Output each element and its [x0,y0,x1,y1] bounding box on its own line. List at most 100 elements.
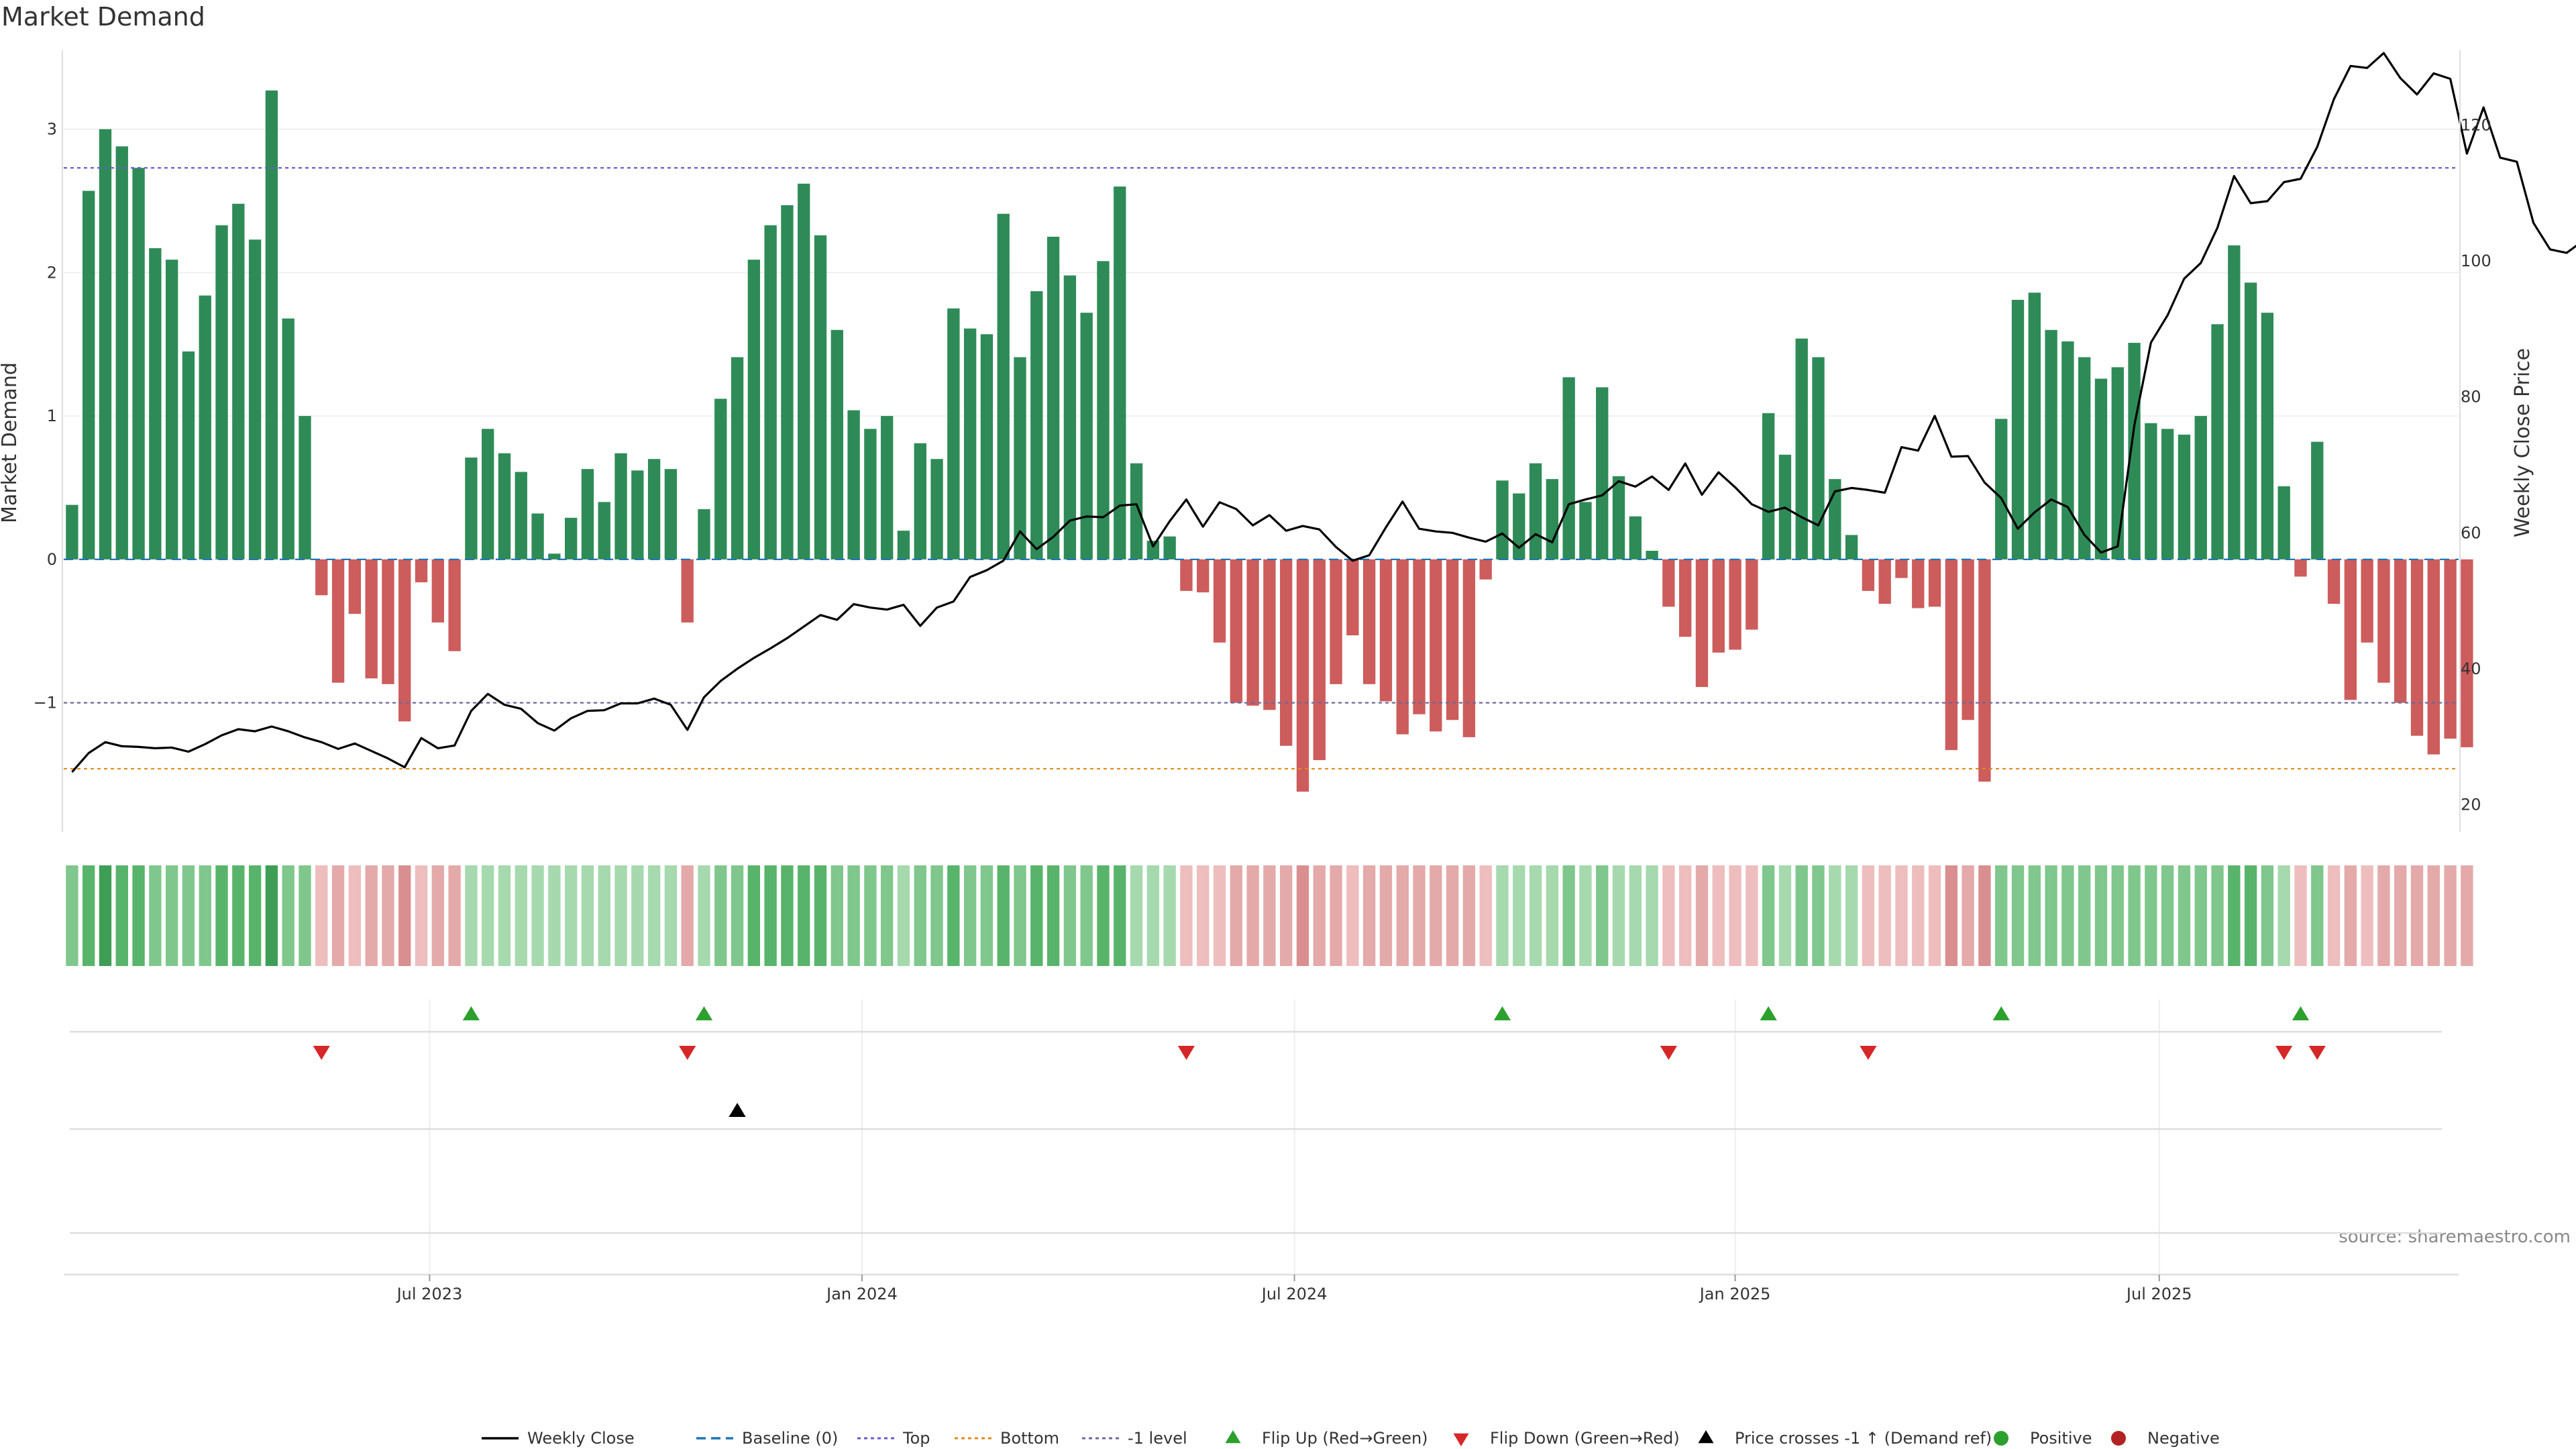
demand-bar-positive [265,90,278,559]
demand-bar-positive [930,459,943,559]
flip-down-marker [679,1046,696,1060]
heat-cell [2011,865,2025,966]
heat-cell [531,865,544,966]
demand-bar-negative [2444,559,2457,739]
heat-cell [1546,865,1559,966]
heat-cell [881,865,894,966]
demand-bar-negative [681,559,694,623]
demand-bar-positive [465,458,478,559]
legend-label: Weekly Close [527,1429,635,1448]
demand-bar-negative [1213,559,1226,643]
demand-bar-positive [2145,423,2157,559]
demand-bar-negative [1430,559,1442,732]
legend-label: Flip Up (Red→Green) [1262,1429,1428,1448]
demand-bar-positive [1513,493,1525,559]
demand-bar-positive [914,443,926,559]
demand-bar-positive [2078,357,2091,559]
demand-bar-positive [2094,378,2108,559]
demand-bar-positive [548,553,561,559]
demand-bar-negative [1712,559,1725,653]
price-line-group [71,52,2576,773]
heat-cell [1712,865,1725,966]
heat-cell [2028,865,2041,966]
demand-bar-positive [980,334,994,559]
heat-cell [1146,865,1160,966]
demand-bar-positive [2194,416,2207,559]
x-tick-label: Jan 2025 [1699,1285,1771,1303]
heat-cell [698,865,710,966]
y-tick-label-right: 40 [2461,659,2481,678]
demand-bar-positive [698,509,710,559]
demand-bar-negative [1379,559,1393,702]
y-axis-label-left: Market Demand [0,362,21,523]
demand-bar-positive [1063,275,1077,559]
legend-item: Flip Up (Red→Green) [1225,1429,1428,1448]
demand-bar-negative [1479,559,1492,580]
heat-cell [1795,865,1808,966]
heat-cell [1046,865,1060,966]
flip-down-marker [1660,1046,1677,1060]
demand-bar-positive [798,183,810,559]
flip-up-marker [1760,1006,1777,1020]
flip-up-marker [1992,1006,2010,1020]
demand-bar-positive [1629,516,1642,559]
demand-bar-positive [1596,387,1609,559]
heat-cell [1629,865,1642,966]
demand-bar-positive [1612,476,1625,559]
heat-cell [1063,865,1077,966]
demand-bar-negative [2377,559,2390,683]
demand-bar-negative [1862,559,1875,591]
demand-bar-positive [1163,536,1176,559]
demand-bar-negative [1729,559,1741,650]
demand-bar-negative [1396,559,1409,735]
heat-cell [2244,865,2257,966]
heat-cell [930,865,943,966]
heat-cell [1014,865,1026,966]
demand-bar-negative [1263,559,1276,710]
demand-bar-positive [232,203,245,559]
demand-bar-positive [1114,186,1126,559]
demand-bar-positive [631,470,644,559]
demand-bar-negative [1197,559,1210,593]
heat-cell [83,865,95,966]
heat-cell [1895,865,1908,966]
demand-bar-negative [1346,559,1359,636]
demand-bar-negative [415,559,428,583]
demand-bar-positive [1046,236,1060,559]
legend-item: Bottom [955,1429,1059,1448]
heat-cell [1646,865,1658,966]
demand-bar-positive [115,146,128,559]
demand-bar-positive [2061,341,2074,559]
heat-cell [1430,865,1442,966]
heat-cell [232,865,245,966]
demand-bar-positive [2028,292,2041,559]
heat-cell [66,865,78,966]
heat-cell [398,865,411,966]
heat-cell [415,865,428,966]
demand-bar-positive [1496,480,1509,559]
heat-cell [1479,865,1492,966]
demand-bar-positive [814,235,827,559]
demand-bar-positive [1845,535,1858,559]
y-tick-label-right: 20 [2461,795,2481,814]
heat-cell [1928,865,1941,966]
legend-swatch [1698,1430,1714,1444]
heat-cell [714,865,727,966]
demand-bar-negative [448,559,461,651]
heat-cell [1180,865,1193,966]
demand-bar-positive [2111,367,2124,559]
demand-bar-positive [215,225,228,559]
legend-label: Negative [2147,1429,2220,1448]
demand-bar-positive [1097,261,1110,559]
demand-bar-negative [2361,559,2373,643]
heat-cell [1462,865,1476,966]
heat-cell [1596,865,1609,966]
heat-cell [99,865,112,966]
demand-bar-positive [2244,282,2257,559]
flip-down-marker [1177,1046,1195,1060]
heat-cell [165,865,178,966]
heat-cell [2394,865,2407,966]
heat-cell [2294,865,2307,966]
demand-bar-negative [1978,559,1991,782]
demand-bar-negative [2327,559,2341,604]
